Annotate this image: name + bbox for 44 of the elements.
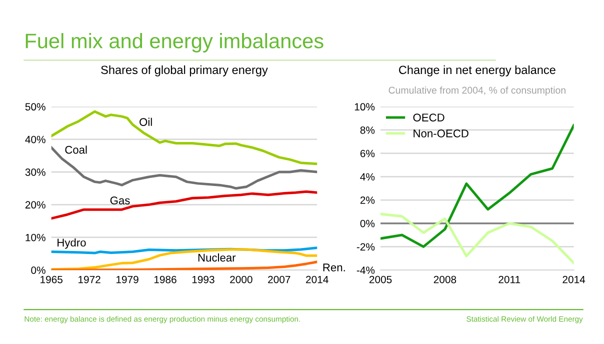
x-tick-label: 2011	[498, 276, 520, 284]
y-tick-label: 10%	[26, 234, 46, 242]
series-label: Ren.	[323, 264, 345, 272]
y-tick-label: 30%	[25, 168, 46, 176]
line-series	[51, 190, 318, 220]
line-series	[380, 124, 574, 248]
line-series	[51, 260, 318, 270]
line-series	[51, 146, 318, 190]
x-tick-label: 2000	[230, 276, 252, 284]
x-tick-label: 1986	[154, 276, 176, 284]
y-tick-label: 40%	[25, 136, 46, 144]
y-tick-label: -2%	[356, 243, 375, 251]
x-tick-label: 2007	[268, 276, 290, 284]
x-tick-label: 1979	[116, 276, 138, 284]
chart-title: Shares of global primary energy	[101, 65, 268, 76]
legend-label: OECD	[413, 114, 444, 122]
legend-label: Non-OECD	[414, 130, 468, 138]
x-tick-label: 2014	[562, 276, 586, 284]
y-tick-label: 0%	[31, 266, 46, 274]
y-tick-label: 20%	[25, 201, 46, 209]
y-tick-label: -4%	[356, 266, 375, 274]
x-tick-label: 2005	[369, 276, 392, 284]
text: Fuel mix and energy imbalances	[26, 33, 324, 52]
chart-title: Change in net energy balance	[399, 65, 556, 76]
x-tick-label: 1993	[192, 276, 214, 284]
y-tick-label: 50%	[25, 103, 46, 111]
x-tick-label: 1965	[40, 276, 62, 284]
chart-subtitle: Cumulative from 2004, % of consumption	[388, 86, 566, 96]
x-tick-label: 2008	[434, 276, 456, 284]
y-tick-label: 8%	[360, 126, 375, 134]
y-tick-label: 0%	[360, 220, 375, 228]
line-series	[380, 212, 574, 264]
series-label: Oil	[140, 118, 152, 126]
series-label: Coal	[65, 146, 87, 154]
y-tick-label: 4%	[360, 173, 375, 181]
y-tick-label: 2%	[360, 196, 375, 204]
series-label: Gas	[110, 196, 130, 204]
y-tick-label: 10%	[354, 103, 375, 111]
series-label: Nuclear	[198, 253, 236, 262]
x-tick-label: 2014	[306, 276, 328, 284]
series-label: Hydro	[58, 238, 86, 249]
y-tick-label: 6%	[360, 150, 375, 158]
x-tick-label: 1972	[78, 276, 100, 284]
line-series	[51, 110, 318, 166]
